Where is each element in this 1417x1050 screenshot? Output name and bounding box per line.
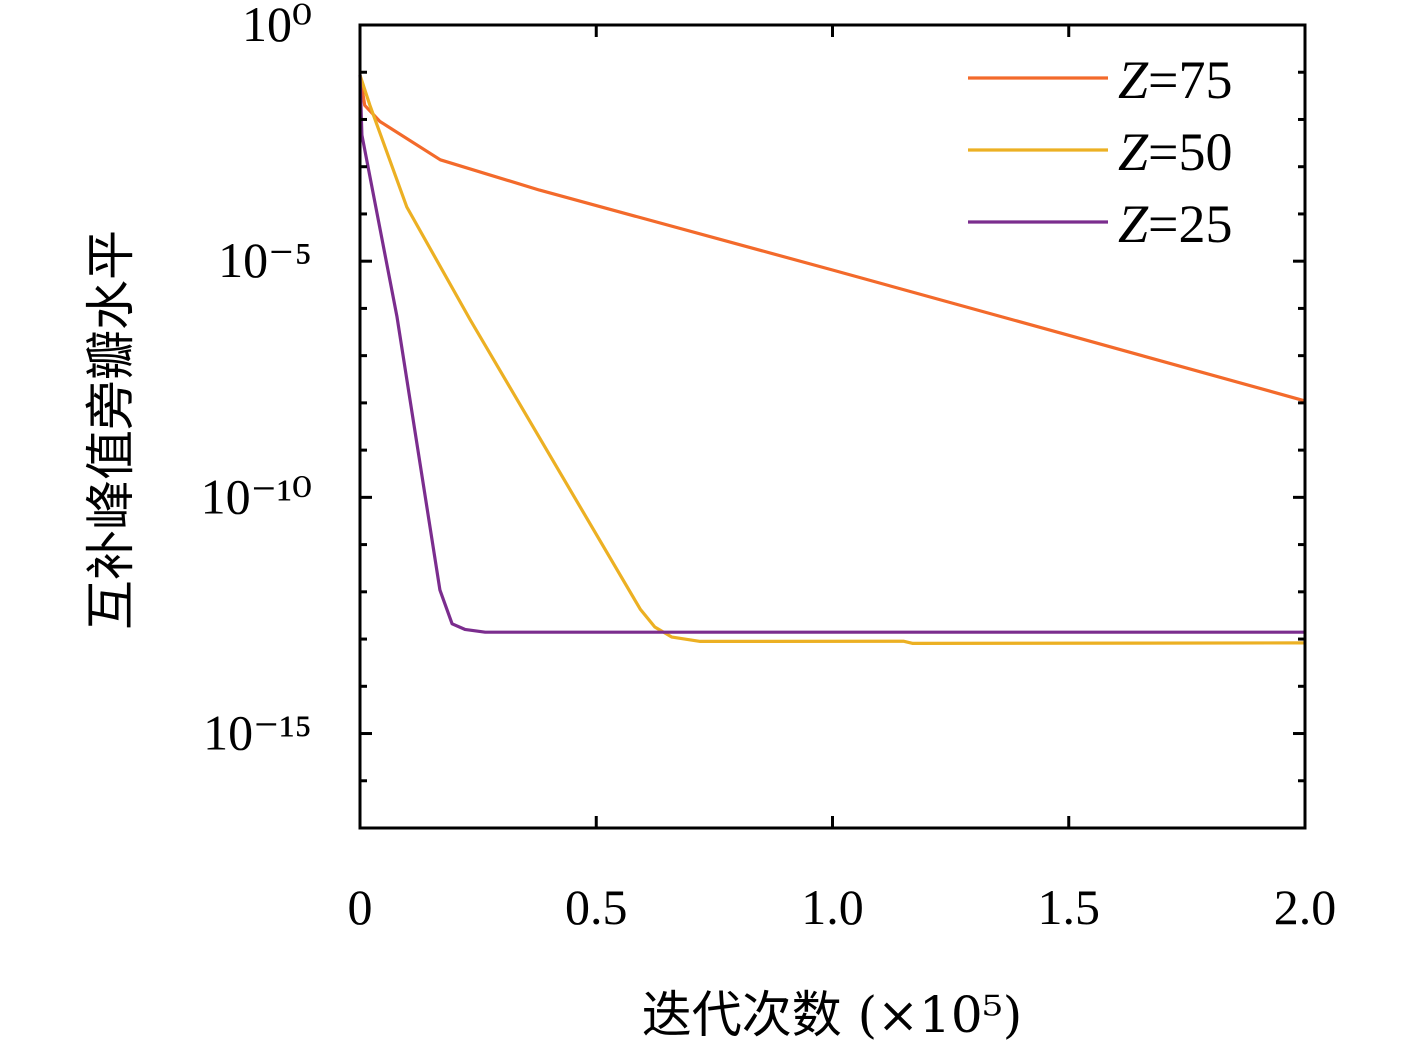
legend-label: Z=25 <box>1118 194 1233 254</box>
legend: Z=75 Z=50 Z=25 <box>968 50 1233 254</box>
x-tick-label: 1.0 <box>801 879 864 935</box>
tick-layer: 10⁰ 10⁻⁵ 10⁻¹⁰ 10⁻¹⁵ 0 0.5 1.0 1.5 2.0 <box>201 0 1337 935</box>
y-tick-label: 10⁻⁵ <box>218 232 312 288</box>
x-tick-label: 0 <box>348 879 373 935</box>
y-tick-label: 10⁻¹⁵ <box>203 705 312 761</box>
series-layer <box>358 74 1306 645</box>
series-line-Z-25 <box>358 75 1305 634</box>
y-axis-title: 互补峰值旁瓣水平 <box>82 230 140 630</box>
x-axis-title: 迭代次数 (×10⁵) <box>642 986 1022 1044</box>
series-line-Z-75 <box>358 74 1306 403</box>
series-line-Z-50 <box>358 74 1306 645</box>
legend-label: Z=50 <box>1118 122 1233 182</box>
x-tick-label: 2.0 <box>1274 879 1337 935</box>
y-tick-label: 10⁻¹⁰ <box>201 468 312 524</box>
x-tick-label: 0.5 <box>565 879 628 935</box>
y-tick-label: 10⁰ <box>242 0 312 52</box>
x-tick-label: 1.5 <box>1038 879 1101 935</box>
legend-label: Z=75 <box>1118 50 1233 110</box>
